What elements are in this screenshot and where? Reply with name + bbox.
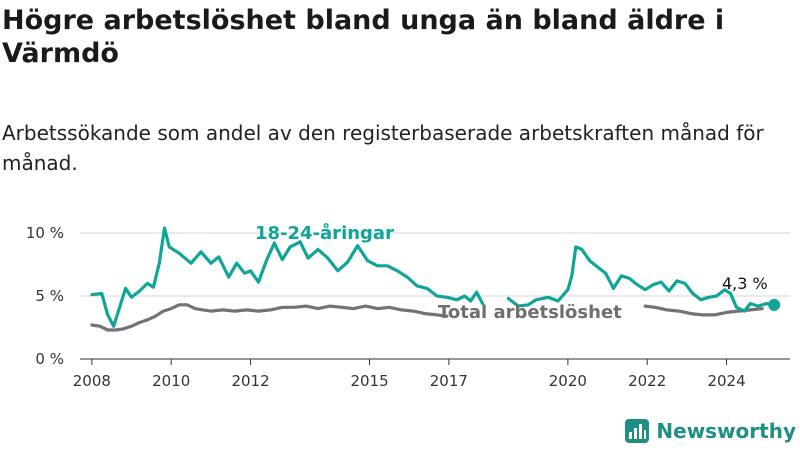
x-tick-label-2024: 2024	[707, 372, 745, 390]
x-tick-label-2012: 2012	[231, 372, 269, 390]
chart-title: Högre arbetslöshet bland unga än bland ä…	[2, 5, 725, 69]
last-value-label: 4,3 %	[722, 274, 768, 293]
series-lines	[90, 226, 781, 332]
series-line-youth-0	[90, 226, 485, 328]
series-labels: 18-24-åringar Total arbetslöshet 4,3 %	[255, 222, 768, 323]
x-tick-label-2022: 2022	[628, 372, 666, 390]
y-tick-label-10: 10 %	[26, 224, 64, 242]
brand-name: Newsworthy	[656, 419, 796, 443]
x-tick-label-2017: 2017	[430, 372, 468, 390]
series-line-youth-1	[506, 245, 776, 313]
y-tick-label-0: 0 %	[35, 350, 64, 368]
chart-subtitle: Arbetssökande som andel av den registerb…	[2, 121, 764, 175]
series-label-youth: 18-24-åringar	[255, 222, 394, 244]
x-tick-label-2015: 2015	[350, 372, 388, 390]
x-tick-label-2020: 2020	[549, 372, 587, 390]
x-tick-label-2010: 2010	[152, 372, 190, 390]
brand-logo: Newsworthy	[624, 416, 796, 446]
last-value-marker	[768, 298, 781, 311]
y-tick-label-5: 5 %	[35, 287, 64, 305]
newsworthy-logo-icon	[625, 419, 650, 443]
x-tick-label-2008: 2008	[73, 372, 111, 390]
series-label-total: Total arbetslöshet	[438, 302, 622, 323]
series-line-total-0	[90, 303, 449, 332]
x-axis: 0 % 5 % 10 % 2008 2010 2012 2015 2017 2020 2022 20…	[26, 224, 746, 390]
